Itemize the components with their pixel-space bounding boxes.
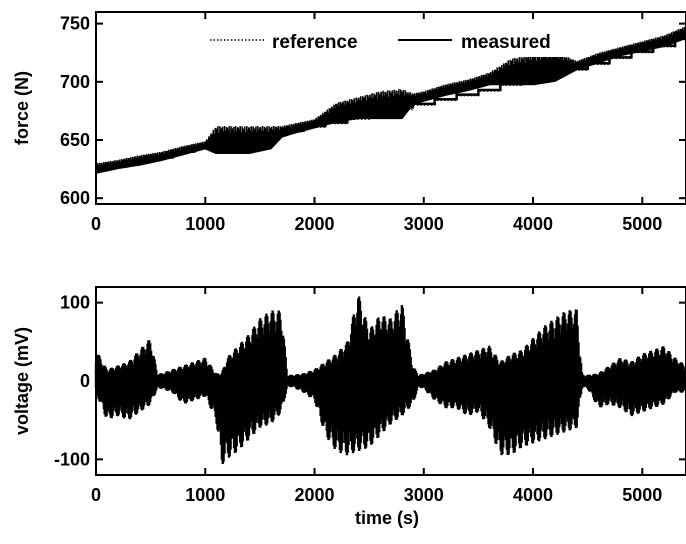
legend-measured-label: measured: [461, 32, 551, 53]
legend: reference measured: [205, 27, 590, 57]
force-x-tick-label: 2000: [294, 214, 334, 234]
force-x-tick-label: 1000: [185, 214, 225, 234]
legend-background: [205, 27, 590, 57]
voltage-x-tick-label: 4000: [513, 485, 553, 505]
voltage-x-tick-label: 0: [91, 485, 101, 505]
voltage-x-tick-label: 3000: [404, 485, 444, 505]
force-x-tick-label: 5000: [622, 214, 662, 234]
force-y-tick-label: 650: [60, 130, 90, 150]
legend-reference-label: reference: [272, 32, 358, 53]
voltage-y-tick-label: 100: [60, 293, 90, 313]
voltage-y-tick-label: 0: [80, 371, 90, 391]
voltage-x-tick-label: 1000: [185, 485, 225, 505]
reference-series-line: [96, 39, 686, 170]
force-panel: 0 1000 2000 3000 4000 5000 600 650 700 750 force (…: [12, 11, 686, 234]
voltage-y-axis-title: voltage (mV): [12, 327, 32, 435]
force-y-tick-label: 600: [60, 188, 90, 208]
voltage-x-tick-label: 2000: [294, 485, 334, 505]
force-y-tick-label: 750: [60, 14, 90, 34]
voltage-x-axis-title: time (s): [355, 508, 419, 528]
force-y-axis-title: force (N): [12, 71, 32, 145]
force-axes-frame: [95, 11, 686, 205]
voltage-x-tick-label: 5000: [622, 485, 662, 505]
voltage-y-tick-label: -100: [54, 449, 90, 469]
force-x-tick-label: 3000: [404, 214, 444, 234]
force-y-tick-label: 700: [60, 72, 90, 92]
force-x-tick-label: 0: [91, 214, 101, 234]
force-x-tick-label: 4000: [513, 214, 553, 234]
